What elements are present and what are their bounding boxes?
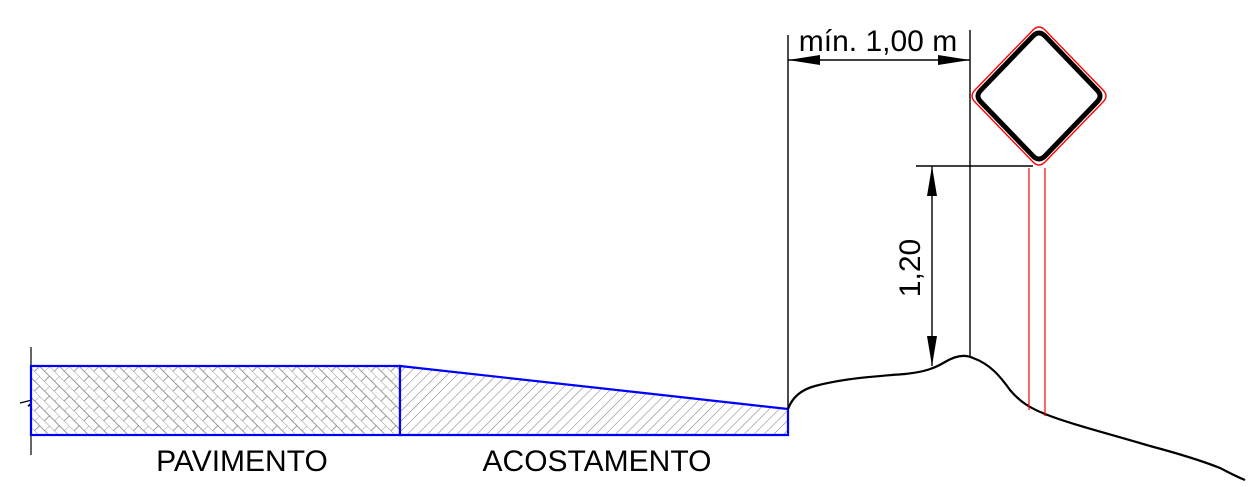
shoulder-section <box>398 364 790 437</box>
shoulder-label: ACOSTAMENTO <box>483 445 712 478</box>
height-dimension <box>916 165 1033 366</box>
pavement-label: PAVIMENTO <box>156 445 328 478</box>
min-offset-label: mín. 1,00 m <box>799 25 957 58</box>
diamond-warning-sign-icon <box>971 26 1107 166</box>
height-label: 1,20 <box>894 239 927 297</box>
pavement-section <box>29 364 402 437</box>
sign-post <box>1028 168 1046 416</box>
ground-profile <box>786 354 1246 482</box>
min-offset-dimension <box>787 30 971 409</box>
